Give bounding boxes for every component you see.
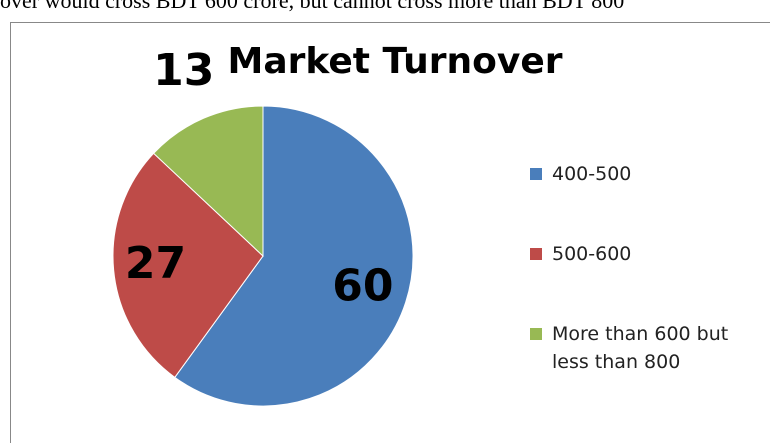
data-label: 27 bbox=[125, 238, 186, 289]
data-label: 60 bbox=[332, 260, 393, 311]
legend-label: 400-500 bbox=[552, 163, 632, 185]
pie-slice bbox=[174, 105, 414, 407]
legend-swatch bbox=[530, 168, 542, 180]
data-label: 13 bbox=[153, 45, 214, 96]
legend-swatch bbox=[530, 248, 542, 260]
caption: over would cross BDT 600 crore, but cann… bbox=[0, 0, 625, 13]
legend-swatch bbox=[530, 328, 542, 340]
legend-item: More than 600 but less than 800 bbox=[530, 320, 760, 376]
legend-label: 500-600 bbox=[552, 243, 632, 265]
legend-label: More than 600 but less than 800 bbox=[552, 323, 729, 373]
legend-item: 500-600 bbox=[530, 240, 760, 268]
pie-slice bbox=[112, 152, 264, 379]
pie-slice bbox=[152, 105, 264, 258]
chart-title: Market Turnover bbox=[228, 41, 563, 82]
legend-item: 400-500 bbox=[530, 160, 760, 188]
